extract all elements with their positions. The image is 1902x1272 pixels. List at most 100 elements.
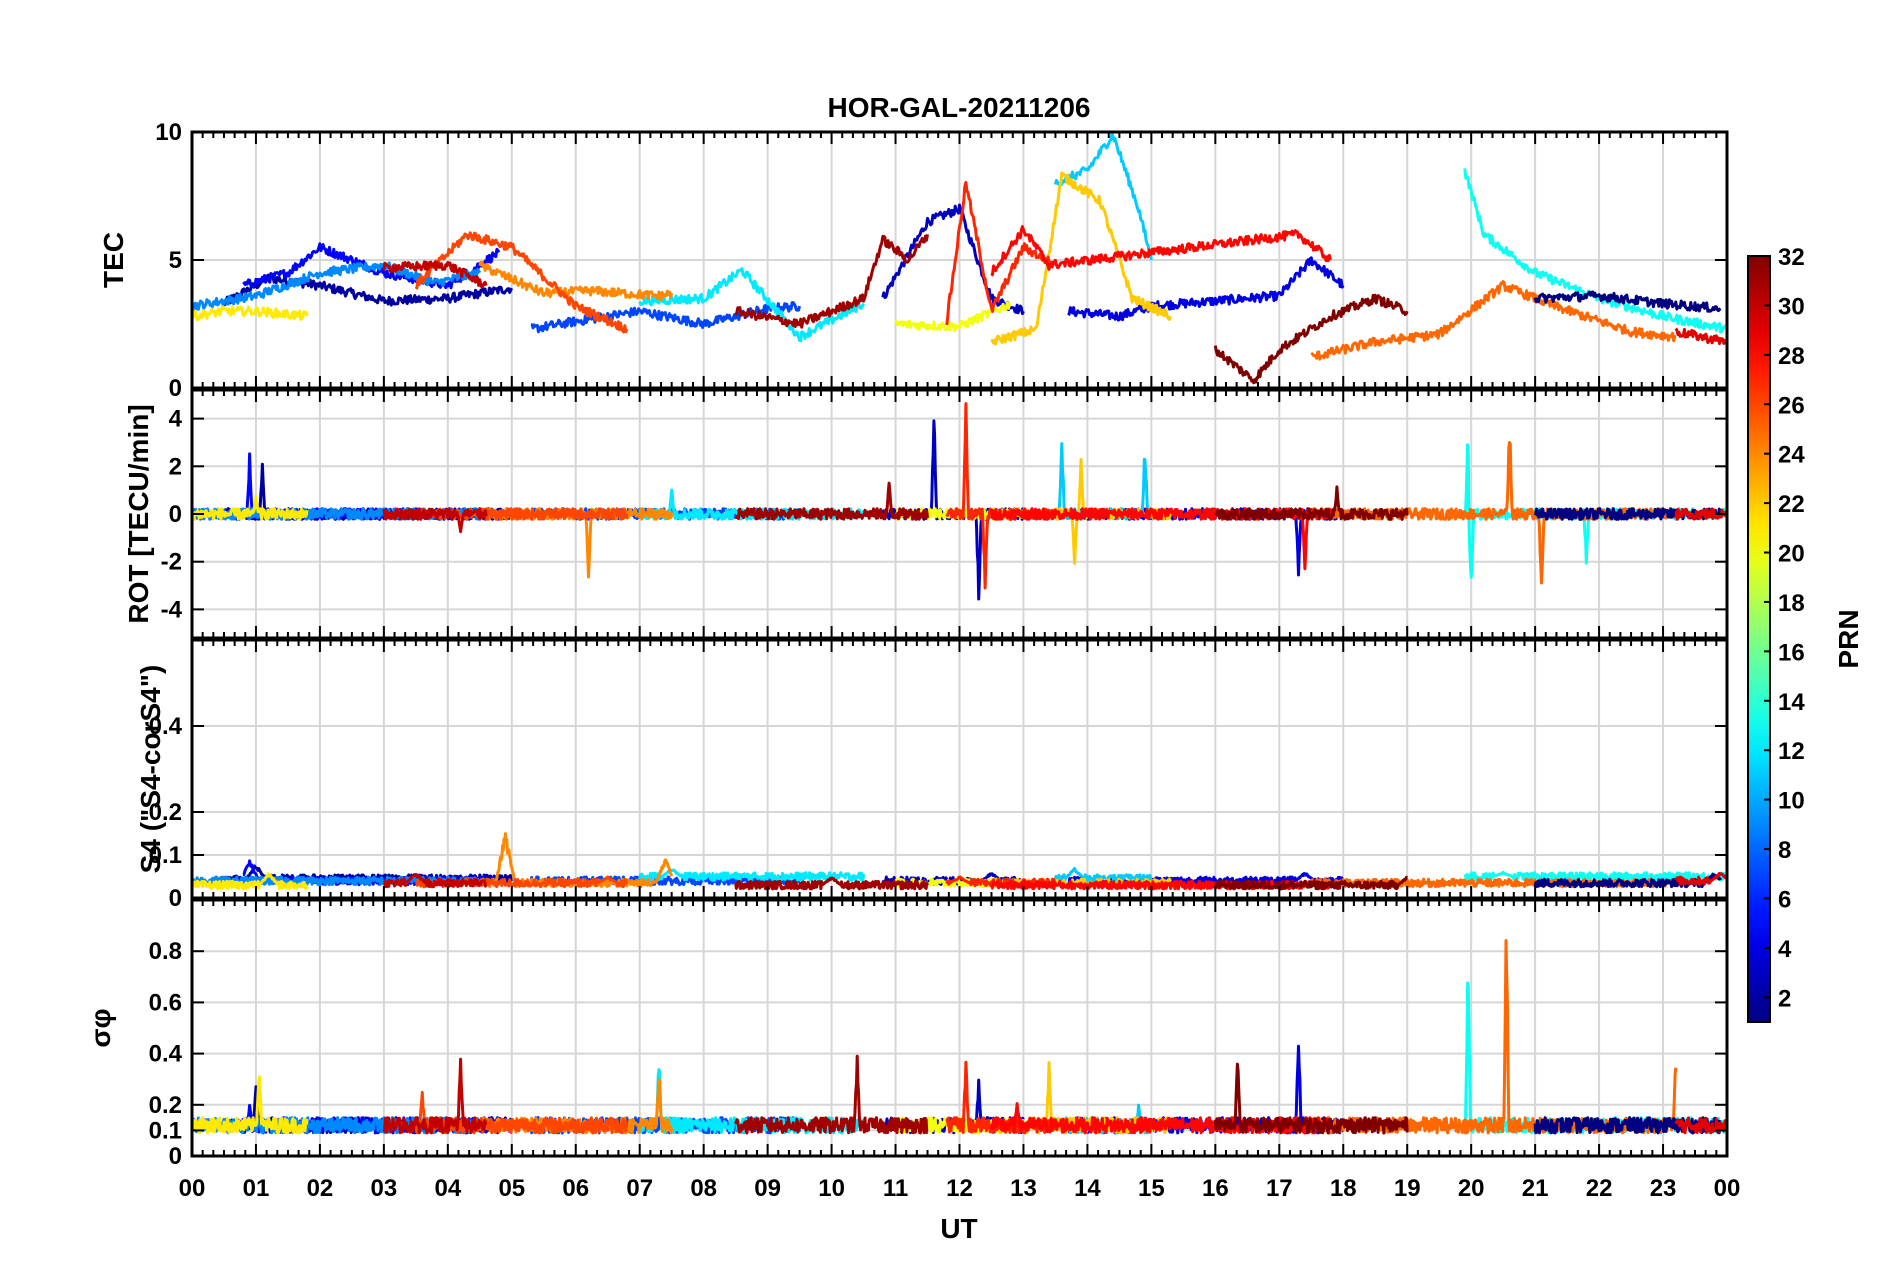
series-line-prn-12-tec — [638, 267, 865, 343]
series-line-prn-11-tec — [1053, 132, 1153, 261]
series-line-prn-31-tec — [734, 234, 929, 329]
y-axis-label-s4: S4 ("S4-corS4") — [135, 665, 166, 874]
panel-tec: 0 5 10 TEC — [98, 119, 1729, 402]
x-tick-label: 00 — [179, 1175, 206, 1202]
x-axis: 00 01 02 03 04 05 06 07 08 09 10 11 12 13 14 15 16 17 18 19… — [179, 1175, 1741, 1202]
x-tick-label: 22 — [1586, 1175, 1613, 1202]
x-tick-label: 09 — [754, 1175, 781, 1202]
series-line-prn-13-s4 — [1463, 870, 1727, 882]
y-tick-label: 4 — [169, 406, 183, 433]
x-axis-label: UT — [940, 1213, 977, 1244]
colorbar-tick-label: 22 — [1778, 491, 1805, 518]
colorbar-tick-label: 18 — [1778, 590, 1805, 617]
x-tick-label: 12 — [946, 1175, 973, 1202]
series-line-prn-28-tec — [990, 225, 1332, 277]
x-tick-label: 21 — [1522, 1175, 1549, 1202]
x-tick-label: 00 — [1714, 1175, 1741, 1202]
colorbar-gradient — [1747, 255, 1771, 1023]
series-line-prn-29-sigma — [1674, 1116, 1727, 1135]
y-tick-label: 0.1 — [149, 842, 182, 869]
colorbar-tick-label: 10 — [1778, 788, 1805, 815]
y-tick-label: 0 — [169, 885, 182, 912]
y-axis-label-tec: TEC — [98, 232, 129, 288]
y-tick-label: 2 — [169, 453, 182, 480]
x-tick-label: 16 — [1202, 1175, 1229, 1202]
y-tick-label: 0 — [169, 1143, 182, 1170]
series-line-prn-3-tec — [881, 203, 1025, 316]
series-line-prn-11-rot — [1053, 442, 1153, 521]
series-group-tec — [192, 132, 1727, 385]
y-tick-label: 0.6 — [149, 989, 182, 1016]
colorbar-tick-label: 30 — [1778, 293, 1805, 320]
colorbar-tick-label: 12 — [1778, 738, 1805, 765]
series-line-prn-29-s4 — [1674, 872, 1727, 886]
x-tick-label: 07 — [626, 1175, 653, 1202]
series-line-prn-21-tec — [192, 305, 309, 322]
series-line-prn-32-rot — [1214, 485, 1409, 521]
x-tick-label: 01 — [243, 1175, 270, 1202]
x-tick-label: 19 — [1394, 1175, 1421, 1202]
series-line-prn-30-sigma — [382, 1057, 488, 1135]
series-line-prn-12-s4 — [638, 868, 866, 882]
panel-s4: 0 0.1 0.2 0.4S4 ("S4-corS4") — [135, 638, 1729, 912]
series-group-rot — [192, 402, 1727, 601]
y-tick-label: -4 — [161, 596, 183, 623]
x-tick-label: 11 — [883, 1175, 908, 1202]
series-line-prn-29-rot — [1674, 507, 1727, 521]
y-tick-label: 10 — [155, 119, 182, 146]
colorbar-tick-label: 6 — [1778, 886, 1791, 913]
y-tick-label: 0.4 — [149, 713, 183, 740]
colorbar-tick-label: 26 — [1778, 392, 1805, 419]
y-axis-label-sigma: σφ — [85, 1008, 116, 1047]
panel-sigma: 00.10.2 0.4 0.6 0.8 σφ — [85, 898, 1729, 1170]
series-line-prn-31-sigma — [734, 1054, 929, 1135]
series-line-prn-32-sigma — [1213, 1062, 1409, 1135]
y-tick-label: 0.2 — [149, 1092, 182, 1119]
y-tick-label: 0.4 — [149, 1041, 183, 1068]
panel-rot: -4 -2 0 2 4 ROT [TECU/min] — [123, 388, 1729, 640]
series-line-prn-9-tec — [192, 261, 482, 312]
colorbar-tick-label: 14 — [1778, 689, 1805, 716]
y-tick-label: 0.8 — [149, 938, 182, 965]
x-tick-label: 20 — [1458, 1175, 1485, 1202]
y-axis-label-rot: ROT [TECU/min] — [123, 404, 154, 623]
colorbar-tick-label: 4 — [1778, 936, 1792, 963]
x-tick-label: 06 — [562, 1175, 589, 1202]
colorbar-label: PRN — [1833, 609, 1864, 668]
series-line-prn-29-tec — [1674, 327, 1727, 346]
colorbar-tick-label: 28 — [1778, 343, 1805, 370]
series-line-prn-31-s4 — [734, 876, 929, 891]
series-line-prn-30-rot — [382, 507, 488, 534]
y-tick-label: -2 — [161, 549, 182, 576]
y-tick-label: 0.2 — [149, 799, 182, 826]
x-tick-label: 18 — [1330, 1175, 1357, 1202]
colorbar-tick-label: 16 — [1778, 639, 1805, 666]
series-line-prn-30-s4 — [383, 872, 488, 889]
series-line-prn-30-tec — [382, 260, 488, 289]
series-line-prn-21-rot — [192, 495, 309, 521]
y-tick-label: 0 — [169, 375, 182, 402]
series-line-prn-21-s4 — [192, 872, 309, 891]
colorbar-tick-label: 20 — [1778, 541, 1805, 568]
x-tick-label: 23 — [1650, 1175, 1677, 1202]
colorbar-tick-label: 32 — [1778, 244, 1805, 271]
x-tick-label: 05 — [498, 1175, 525, 1202]
x-tick-label: 15 — [1138, 1175, 1165, 1202]
x-tick-label: 17 — [1266, 1175, 1293, 1202]
x-tick-label: 10 — [818, 1175, 845, 1202]
x-tick-label: 03 — [371, 1175, 398, 1202]
colorbar-tick-label: 24 — [1778, 442, 1805, 469]
colorbar-tick-label: 2 — [1778, 985, 1791, 1012]
series-line-prn-26-tec — [414, 231, 629, 334]
series-line-prn-1-sigma — [1533, 1116, 1723, 1135]
colorbar-tick-label: 8 — [1778, 837, 1791, 864]
y-tick-label: 5 — [169, 247, 182, 274]
series-line-prn-4-tec — [1067, 256, 1345, 322]
series-line-prn-32-tec — [1213, 293, 1409, 385]
x-tick-label: 08 — [690, 1175, 717, 1202]
y-tick-label: 0.1 — [149, 1117, 182, 1144]
series-line-prn-24-tec — [478, 260, 674, 302]
